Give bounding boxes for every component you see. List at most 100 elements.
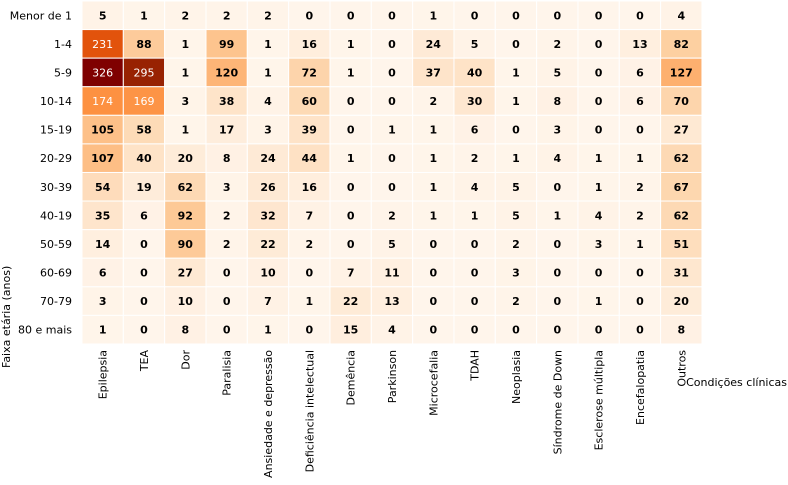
cell-value-label: 2 (223, 9, 231, 22)
heatmap-cell (164, 200, 207, 231)
cell-value-label: 0 (429, 324, 437, 337)
cell-value-label: 2 (429, 95, 437, 108)
heatmap-cell (288, 143, 331, 173)
cell-value-label: 1 (429, 181, 437, 194)
heatmap-cell (164, 143, 207, 173)
cell-value-label: 0 (553, 295, 561, 308)
cell-value-label: 4 (471, 181, 479, 194)
y-tick-label: 50-59 (40, 238, 72, 251)
cell-value-label: 0 (595, 124, 603, 137)
x-tick-label: Demência (345, 350, 358, 406)
cell-value-label: 1 (347, 152, 355, 165)
heatmap-cell (329, 229, 372, 259)
cell-value-label: 231 (92, 38, 113, 51)
cell-value-label: 0 (471, 9, 479, 22)
cell-value-label: 0 (388, 66, 396, 79)
cell-value-label: 2 (512, 238, 520, 251)
cell-value-label: 14 (95, 238, 111, 251)
heatmap-cell (494, 314, 538, 345)
heatmap-cell (453, 200, 496, 231)
x-tick-label: Microcefalia (427, 350, 440, 416)
cell-value-label: 1 (471, 209, 479, 222)
cell-value-label: 60 (302, 95, 318, 108)
cell-value-label: 1 (595, 295, 603, 308)
heatmap-cell (370, 171, 414, 202)
heatmap-cell (81, 171, 124, 202)
cell-value-label: 0 (223, 295, 231, 308)
heatmap-cell (329, 286, 372, 316)
heatmap-cell (618, 143, 662, 173)
cell-value-label: 2 (388, 209, 396, 222)
heatmap-cells (81, 0, 703, 345)
cell-value-label: 0 (388, 38, 396, 51)
cell-value-label: 0 (429, 295, 437, 308)
x-tick-label: Paralisia (221, 350, 234, 396)
cell-value-label: 2 (223, 238, 231, 251)
heatmap-cell (536, 57, 579, 88)
x-axis-label: Condições clínicas (686, 376, 787, 389)
cell-value-label: 0 (429, 238, 437, 251)
cell-value-label: 10 (178, 295, 194, 308)
cell-value-label: 1 (388, 124, 396, 137)
cell-value-label: 0 (388, 95, 396, 108)
cell-value-label: 58 (136, 124, 151, 137)
heatmap-cell (246, 29, 290, 59)
heatmap-cell (536, 171, 579, 202)
heatmap-cell (246, 200, 290, 231)
heatmap-cell (329, 57, 372, 88)
cell-value-label: 67 (674, 181, 689, 194)
heatmap-cell (370, 257, 414, 288)
heatmap-cell (164, 29, 207, 59)
y-axis-label: Faixa etária (anos) (0, 266, 13, 368)
cell-value-label: 54 (95, 181, 111, 194)
cell-value-label: 13 (632, 38, 647, 51)
x-tick-label: Epilepsia (97, 350, 110, 399)
heatmap-cell (370, 0, 414, 31)
heatmap-cell (618, 229, 662, 259)
cell-value-label: 7 (305, 209, 313, 222)
cell-value-label: 0 (512, 38, 520, 51)
heatmap-cell (494, 200, 538, 231)
x-tick-label: Outros (675, 350, 688, 387)
cell-value-label: 16 (302, 181, 318, 194)
heatmap-cell (122, 29, 166, 59)
cell-value-label: 62 (178, 181, 193, 194)
cell-value-label: 0 (595, 9, 603, 22)
cell-value-label: 169 (133, 95, 154, 108)
cell-value-label: 3 (181, 95, 189, 108)
y-tick-label: 60-69 (40, 267, 72, 280)
cell-value-label: 174 (92, 95, 113, 108)
cell-value-label: 5 (512, 181, 520, 194)
cell-value-label: 4 (388, 324, 396, 337)
cell-value-label: 2 (305, 238, 313, 251)
cell-value-label: 0 (305, 324, 313, 337)
heatmap-cell (618, 114, 662, 145)
cell-value-label: 51 (674, 238, 689, 251)
cell-value-label: 0 (347, 95, 355, 108)
heatmap-cell (329, 171, 372, 202)
heatmap-cell (370, 314, 414, 345)
cell-value-label: 4 (677, 9, 685, 22)
cell-value-label: 2 (636, 209, 644, 222)
cell-value-label: 1 (181, 38, 189, 51)
x-tick-label: TDAH (469, 350, 482, 382)
y-tick-label: 20-29 (40, 152, 72, 165)
y-tick-label: 40-19 (40, 209, 72, 222)
cell-value-label: 27 (178, 267, 193, 280)
y-tick-label: 15-19 (40, 124, 72, 137)
heatmap-cell (453, 143, 496, 173)
cell-value-label: 0 (140, 238, 148, 251)
heatmap-cell (122, 0, 166, 31)
cell-value-label: 30 (467, 95, 483, 108)
heatmap-cell (536, 114, 579, 145)
heatmap-cell (205, 114, 248, 145)
cell-value-label: 0 (636, 9, 644, 22)
cell-value-label: 35 (95, 209, 110, 222)
cell-value-label: 7 (264, 295, 272, 308)
cell-value-label: 7 (347, 267, 355, 280)
cell-value-label: 17 (219, 124, 234, 137)
x-tick-label: Parkinson (386, 350, 399, 403)
heatmap-cell (81, 29, 124, 59)
cell-value-label: 44 (302, 152, 318, 165)
